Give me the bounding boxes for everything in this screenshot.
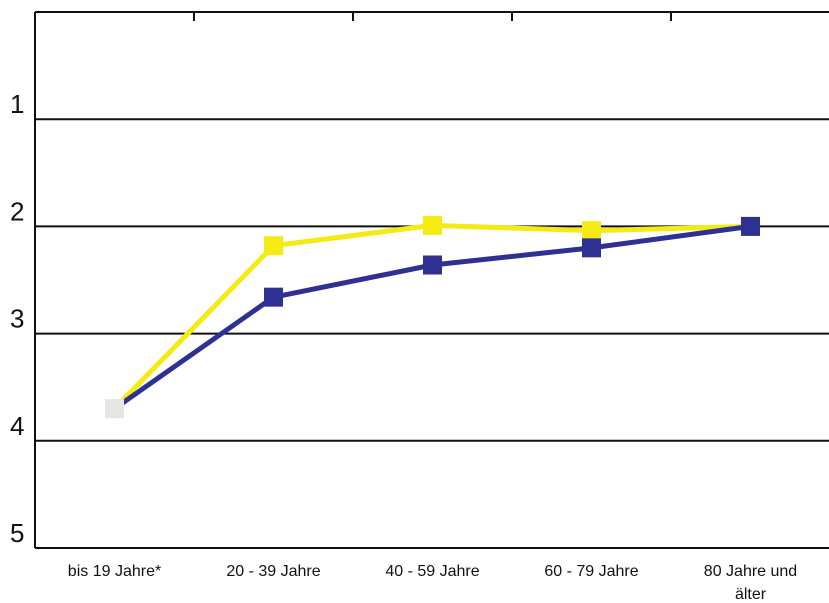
data-series xyxy=(105,215,760,419)
x-tick-label: älter xyxy=(735,586,767,603)
y-tick-label-4: 4 xyxy=(10,411,24,441)
series-0-line xyxy=(112,222,751,411)
x-tick-label: 80 Jahre und xyxy=(704,563,797,580)
series-0-point xyxy=(264,236,283,256)
x-tick-label: 40 - 59 Jahre xyxy=(385,563,479,580)
grid-lines xyxy=(35,118,829,442)
series-1-line xyxy=(113,223,751,411)
y-tick-label-2: 2 xyxy=(10,196,24,226)
y-tick-label-1: 1 xyxy=(10,89,24,119)
y-tick-label-3: 3 xyxy=(10,304,24,334)
x-tick-label: 20 - 39 Jahre xyxy=(226,563,320,580)
axes xyxy=(34,11,829,549)
x-tick-label: bis 19 Jahre* xyxy=(68,563,161,580)
x-tick-labels: bis 19 Jahre* 20 - 39 Jahre 40 - 59 Jahre 6… xyxy=(68,563,797,603)
series-1-point xyxy=(741,216,760,236)
series-1-point xyxy=(264,287,283,307)
series-0-point xyxy=(423,215,442,235)
x-tick-label: 60 - 79 Jahre xyxy=(544,563,638,580)
series-1-point xyxy=(105,399,124,419)
series-0-point xyxy=(582,221,601,241)
series-1-point xyxy=(423,255,442,275)
y-tick-label-5: 5 xyxy=(10,518,24,548)
series-1-point xyxy=(582,238,601,258)
y-tick-labels: 1 2 3 4 5 xyxy=(10,89,24,548)
